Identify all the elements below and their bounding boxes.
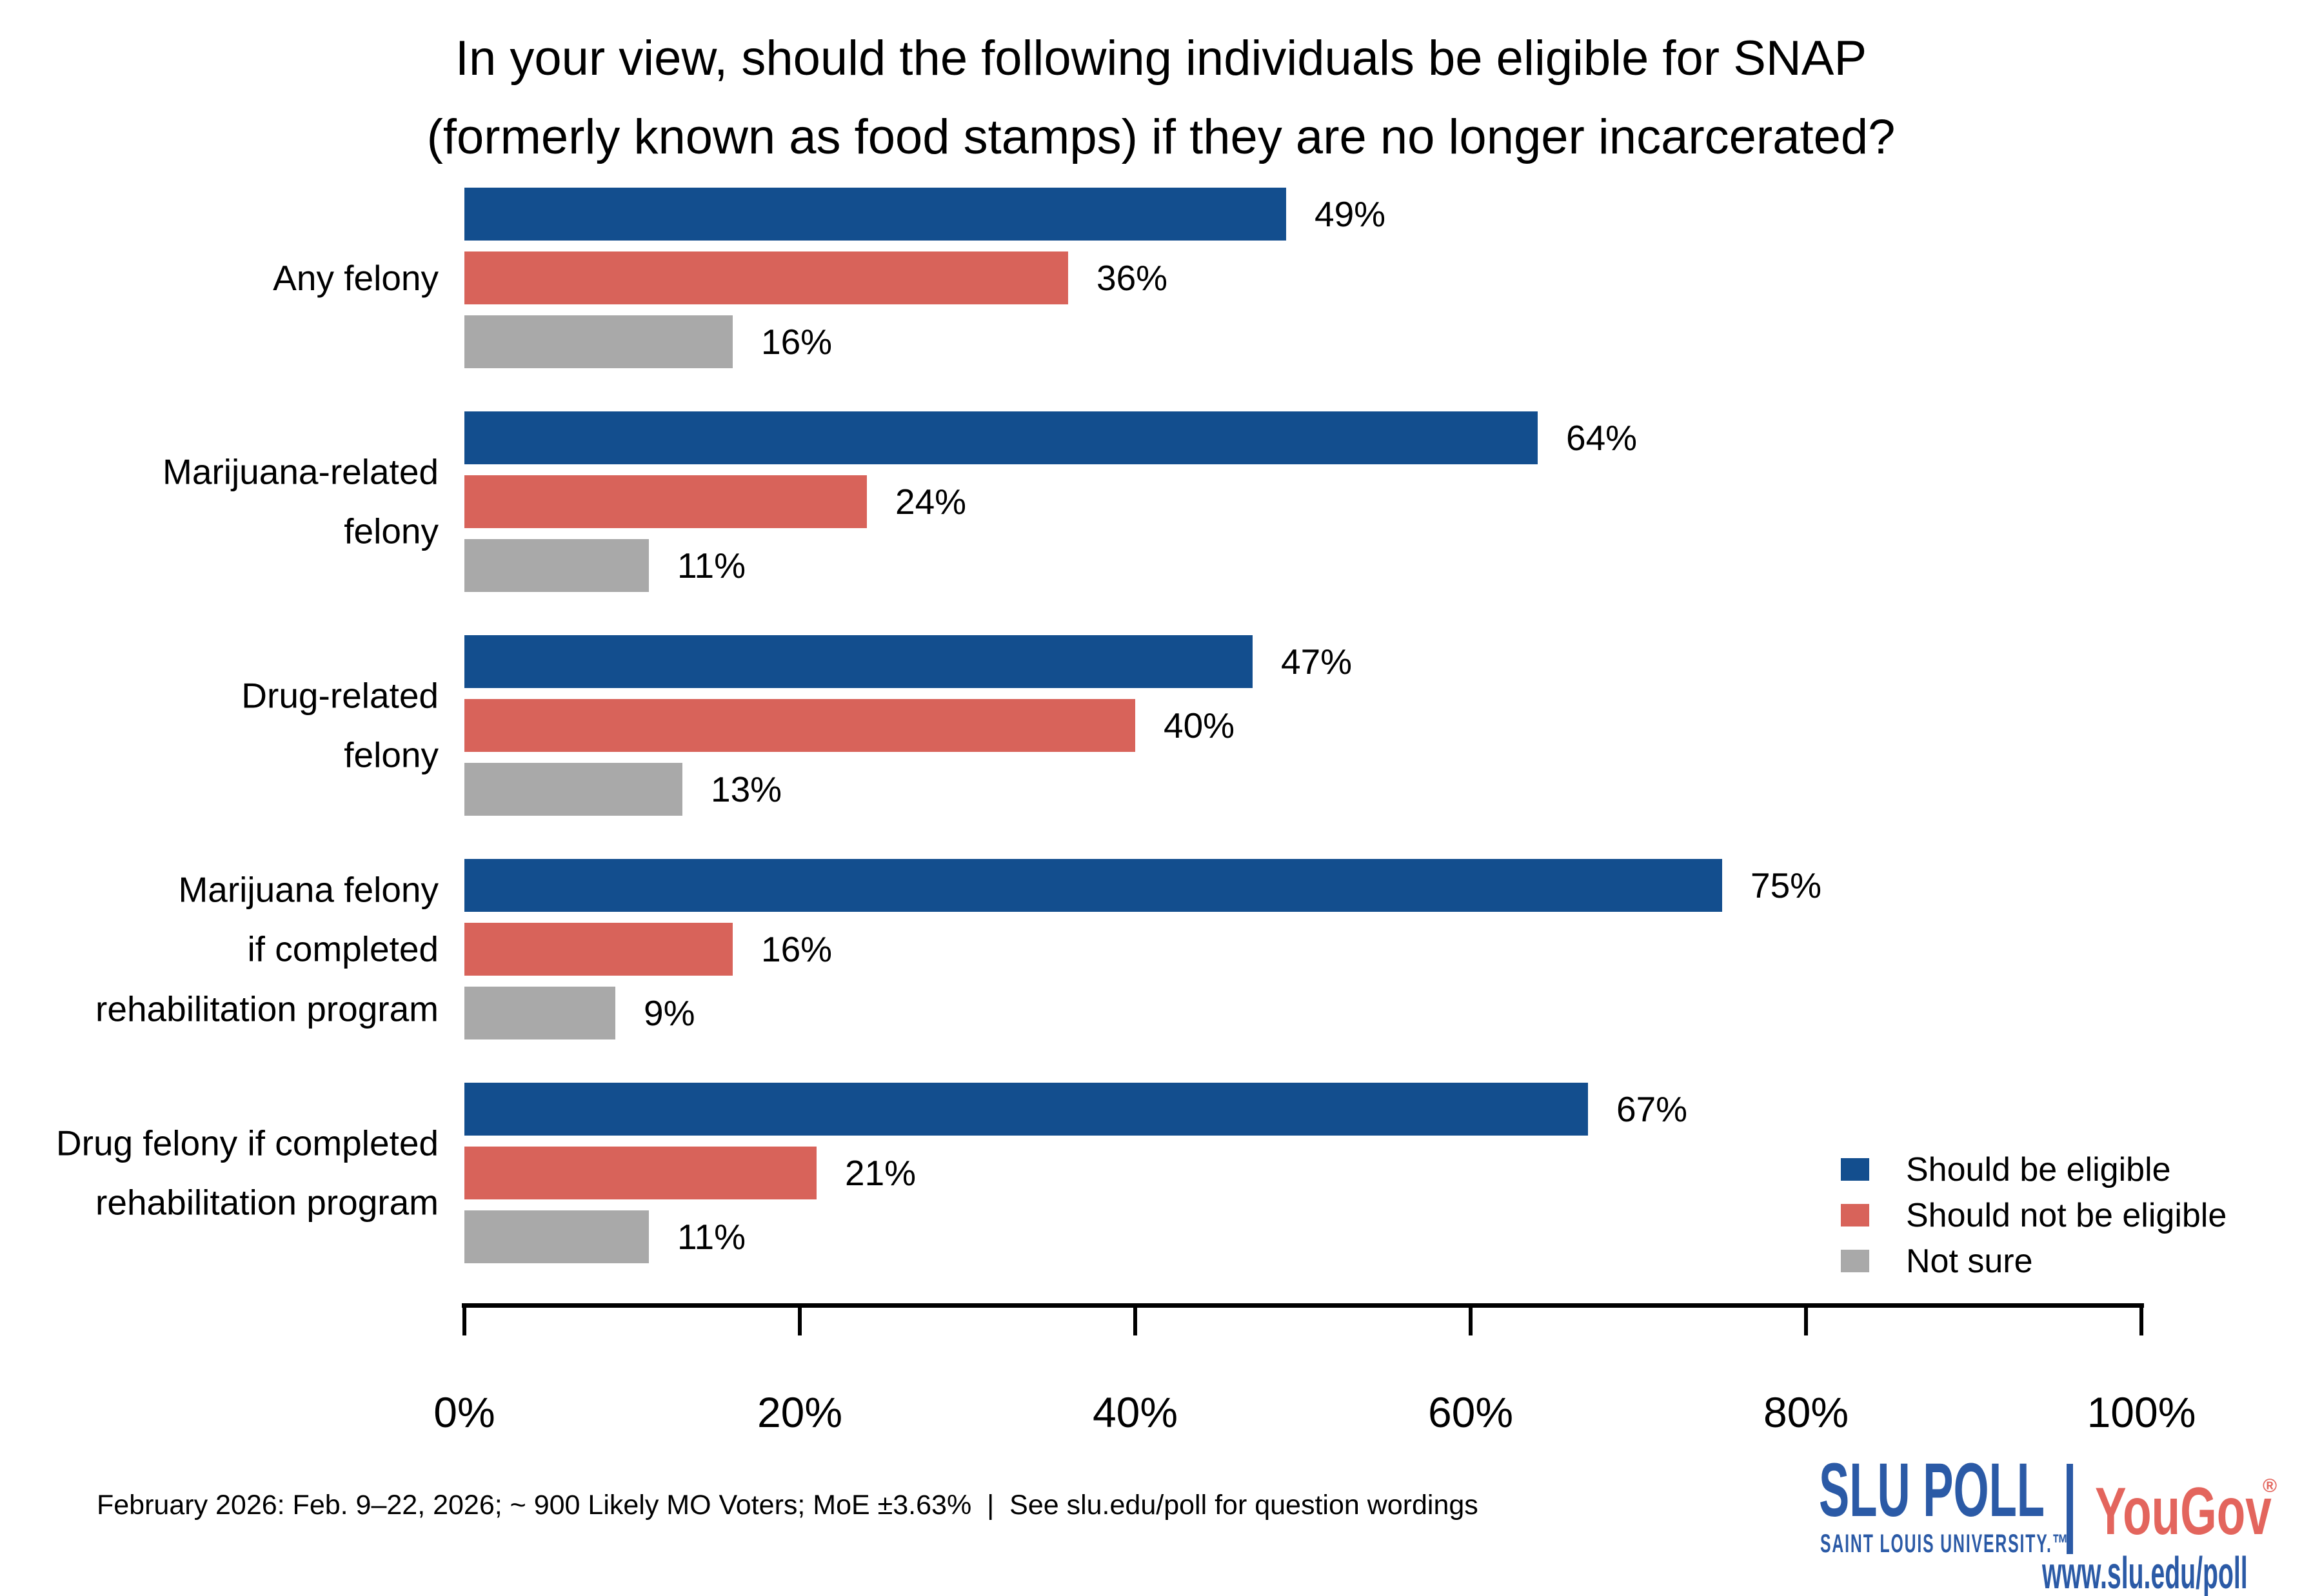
x-tick-40 <box>1133 1303 1137 1335</box>
x-tick-label-60: 60% <box>1427 1388 1514 1436</box>
logo-separator <box>2067 1464 2073 1554</box>
x-tick-0 <box>462 1303 466 1335</box>
legend-item-should-be-eligible: Should be eligible <box>1841 1147 2227 1192</box>
slu-poll-logo: SLU POLL <box>1819 1448 2045 1533</box>
yougov-logo: YouGov <box>2095 1474 2272 1549</box>
slu-poll-url: www.slu.edu/poll <box>2042 1548 2248 1596</box>
x-tick-label-80: 80% <box>1763 1388 1849 1436</box>
bar-should-be-eligible-group4 <box>464 859 1722 912</box>
bar-should-be-eligible-group3 <box>464 635 1253 688</box>
x-tick-80 <box>1804 1303 1808 1335</box>
bar-not-sure-group1 <box>464 315 733 368</box>
value-label-should-not-be-eligible-group5: 21% <box>845 1153 917 1193</box>
category-label-4: Marijuana felony if completed rehabilita… <box>95 869 439 1029</box>
value-label-should-be-eligible-group4: 75% <box>1751 865 1822 905</box>
chart-title-line-2: (formerly known as food stamps) if they … <box>426 110 1896 164</box>
legend-item-should-not-be-eligible: Should not be eligible <box>1841 1192 2227 1238</box>
bar-should-be-eligible-group5 <box>464 1083 1588 1136</box>
value-label-should-be-eligible-group5: 67% <box>1616 1089 1688 1129</box>
legend-item-not-sure: Not sure <box>1841 1238 2227 1284</box>
bar-not-sure-group2 <box>464 539 649 592</box>
chart-title: In your view, should the following indiv… <box>0 19 2322 177</box>
x-tick-20 <box>798 1303 802 1335</box>
bar-not-sure-group3 <box>464 763 682 816</box>
bar-should-not-be-eligible-group3 <box>464 699 1135 752</box>
bar-should-be-eligible-group2 <box>464 411 1538 464</box>
x-tick-label-100: 100% <box>2087 1388 2196 1436</box>
value-label-should-be-eligible-group2: 64% <box>1566 418 1638 458</box>
x-tick-label-40: 40% <box>1092 1388 1178 1436</box>
category-label-1: Any felony <box>273 257 439 298</box>
category-label-2: Marijuana-related felony <box>163 451 439 551</box>
value-label-not-sure-group1: 16% <box>761 322 833 362</box>
bar-should-not-be-eligible-group1 <box>464 251 1068 304</box>
x-tick-label-0: 0% <box>433 1388 495 1436</box>
x-tick-60 <box>1469 1303 1473 1335</box>
value-label-not-sure-group4: 9% <box>644 993 695 1033</box>
bar-should-not-be-eligible-group2 <box>464 475 867 528</box>
value-label-should-be-eligible-group3: 47% <box>1281 642 1353 682</box>
x-tick-label-20: 20% <box>757 1388 843 1436</box>
slu-university-label: SAINT LOUIS UNIVERSITY.™ <box>1820 1530 2070 1558</box>
legend-swatch-should-be-eligible <box>1841 1158 1869 1181</box>
x-axis-line <box>462 1303 2144 1308</box>
registered-mark-icon: ® <box>2263 1475 2277 1497</box>
value-label-should-not-be-eligible-group4: 16% <box>761 929 833 969</box>
bar-should-be-eligible-group1 <box>464 188 1286 241</box>
legend-swatch-not-sure <box>1841 1250 1869 1272</box>
legend: Should be eligible Should not be eligible… <box>1841 1147 2227 1284</box>
value-label-should-be-eligible-group1: 49% <box>1315 194 1386 234</box>
bar-not-sure-group4 <box>464 987 615 1039</box>
value-label-should-not-be-eligible-group2: 24% <box>895 482 967 522</box>
value-label-should-not-be-eligible-group1: 36% <box>1096 258 1168 298</box>
value-label-should-not-be-eligible-group3: 40% <box>1164 705 1235 745</box>
legend-swatch-should-not-be-eligible <box>1841 1204 1869 1227</box>
legend-label-should-not-be-eligible: Should not be eligible <box>1906 1196 2227 1234</box>
bar-not-sure-group5 <box>464 1210 649 1263</box>
legend-label-not-sure: Not sure <box>1906 1242 2033 1280</box>
value-label-not-sure-group2: 11% <box>677 546 746 586</box>
bar-should-not-be-eligible-group4 <box>464 923 733 976</box>
category-label-3: Drug-related felony <box>241 675 439 775</box>
legend-label-should-be-eligible: Should be eligible <box>1906 1150 2171 1188</box>
chart-title-line-1: In your view, should the following indiv… <box>455 31 1867 86</box>
x-tick-100 <box>2139 1303 2143 1335</box>
bar-should-not-be-eligible-group5 <box>464 1147 817 1199</box>
value-label-not-sure-group3: 13% <box>711 769 782 809</box>
footer-note: February 2026: Feb. 9–22, 2026; ~ 900 Li… <box>97 1490 1478 1521</box>
category-label-5: Drug felony if completed rehabilitation … <box>55 1123 439 1223</box>
value-label-not-sure-group5: 11% <box>677 1217 746 1257</box>
